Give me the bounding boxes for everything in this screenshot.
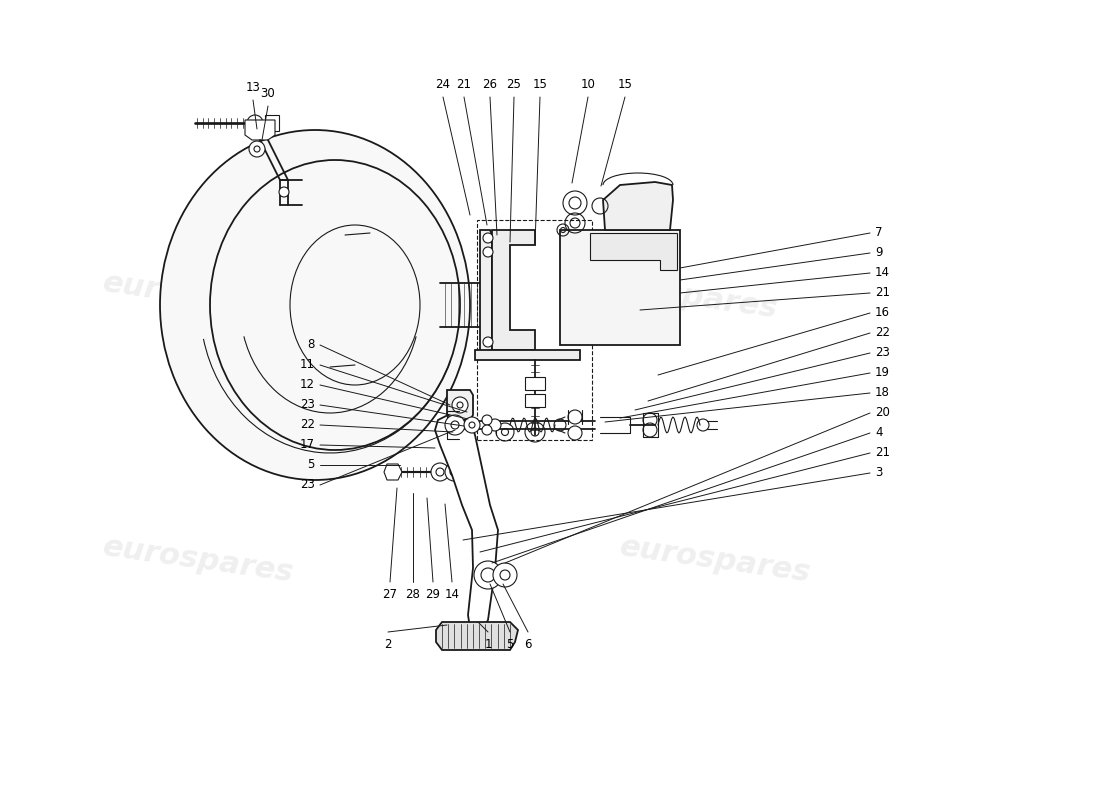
Polygon shape (436, 622, 518, 650)
Text: 27: 27 (383, 588, 397, 601)
Polygon shape (590, 233, 676, 270)
Polygon shape (384, 464, 402, 480)
Polygon shape (475, 350, 580, 360)
Circle shape (491, 319, 499, 327)
Text: 17: 17 (300, 438, 315, 451)
Text: 25: 25 (507, 78, 521, 91)
Bar (525, 377, 544, 390)
Text: 5: 5 (308, 458, 315, 471)
Text: eurospares: eurospares (100, 532, 296, 588)
Circle shape (249, 141, 265, 157)
Polygon shape (603, 182, 673, 230)
Circle shape (483, 247, 493, 257)
Text: 21: 21 (874, 286, 890, 299)
Polygon shape (492, 230, 535, 350)
Text: 28: 28 (406, 588, 420, 601)
Text: 21: 21 (874, 446, 890, 459)
Text: 4: 4 (874, 426, 882, 439)
Text: 21: 21 (456, 78, 472, 91)
Text: 10: 10 (581, 78, 595, 91)
Text: 6: 6 (525, 638, 531, 651)
Text: 29: 29 (426, 588, 440, 601)
Text: eurospares: eurospares (584, 268, 780, 324)
Text: 19: 19 (874, 366, 890, 379)
Circle shape (474, 561, 502, 589)
Text: 18: 18 (874, 386, 890, 399)
Circle shape (568, 426, 582, 440)
Text: 26: 26 (483, 78, 497, 91)
Circle shape (482, 425, 492, 435)
Circle shape (279, 187, 289, 197)
Text: 14: 14 (444, 588, 460, 601)
Text: 23: 23 (300, 398, 315, 411)
Text: 30: 30 (261, 87, 275, 100)
Text: eurospares: eurospares (617, 532, 813, 588)
Circle shape (491, 306, 499, 314)
Text: 13: 13 (245, 81, 261, 94)
Polygon shape (480, 230, 492, 352)
Polygon shape (447, 390, 473, 420)
Ellipse shape (160, 130, 470, 480)
Bar (265, 115, 279, 131)
Text: eurospares: eurospares (100, 268, 296, 324)
Text: 23: 23 (300, 478, 315, 491)
Circle shape (568, 410, 582, 424)
Text: 12: 12 (300, 378, 315, 391)
Text: 22: 22 (300, 418, 315, 431)
Text: 16: 16 (874, 306, 890, 319)
Text: 8: 8 (308, 338, 315, 351)
Circle shape (483, 233, 493, 243)
Polygon shape (560, 230, 680, 345)
Circle shape (483, 337, 493, 347)
Text: 20: 20 (874, 406, 890, 419)
Circle shape (248, 115, 263, 131)
Circle shape (644, 413, 657, 427)
Circle shape (493, 563, 517, 587)
Polygon shape (434, 415, 498, 632)
Text: 24: 24 (436, 78, 451, 91)
Text: 14: 14 (874, 266, 890, 279)
Text: 9: 9 (874, 246, 882, 259)
Circle shape (464, 417, 480, 433)
Circle shape (431, 463, 449, 481)
Circle shape (491, 291, 499, 299)
Text: 3: 3 (874, 466, 882, 479)
Polygon shape (245, 120, 275, 140)
Circle shape (644, 423, 657, 437)
Text: 15: 15 (617, 78, 632, 91)
Text: 5: 5 (506, 638, 514, 651)
Circle shape (452, 397, 468, 413)
Circle shape (490, 419, 500, 431)
Circle shape (446, 415, 465, 435)
Text: 23: 23 (874, 346, 890, 359)
Text: 15: 15 (532, 78, 548, 91)
Circle shape (446, 463, 463, 481)
Circle shape (482, 415, 492, 425)
Text: 2: 2 (384, 638, 392, 651)
Text: 7: 7 (874, 226, 882, 239)
Bar (477, 220, 592, 440)
Bar (525, 394, 544, 407)
Text: 11: 11 (300, 358, 315, 371)
Text: 22: 22 (874, 326, 890, 339)
Text: 1: 1 (484, 638, 492, 651)
